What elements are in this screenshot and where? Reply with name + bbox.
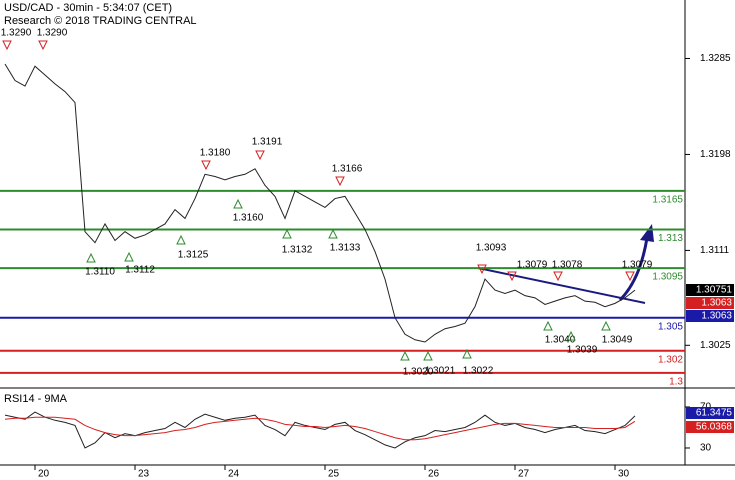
- pivot-low-marker: [601, 320, 611, 331]
- y-tick-label: 30: [700, 443, 712, 454]
- pivot-label: 1.3078: [552, 260, 583, 271]
- level-label: 1.313: [658, 233, 683, 244]
- pivot-low-marker: [176, 234, 186, 245]
- pivot-low-marker: [282, 228, 292, 239]
- pivot-label: 1.3049: [602, 335, 633, 346]
- series-line: [4, 416, 636, 441]
- pivot-high-marker: [2, 40, 12, 51]
- pivot-label: 1.3290: [37, 28, 68, 39]
- pivot-low-marker: [462, 348, 472, 359]
- pivot-label: 1.3191: [252, 137, 283, 148]
- pivot-high-marker: [335, 176, 345, 187]
- y-tick-label: 1.3198: [700, 149, 731, 160]
- pivot-label: 1.3112: [125, 265, 155, 276]
- value-tag-label: 1.3063: [701, 298, 732, 309]
- indicator-title: RSI14 - 9MA: [4, 393, 68, 405]
- pivot-high-marker: [201, 160, 211, 171]
- pivot-low-marker: [328, 228, 338, 239]
- value-tag: [686, 407, 734, 419]
- trend-line: [477, 267, 646, 304]
- level-label: 1.305: [658, 321, 683, 332]
- y-tick-label: 1.3025: [700, 340, 731, 351]
- pivot-low-marker: [423, 350, 433, 361]
- value-tag-label: 61.3475: [696, 408, 733, 419]
- chart-title: USD/CAD - 30min - 5:34:07 (CET): [4, 2, 172, 14]
- pivot-high-marker: [625, 271, 635, 282]
- pivot-label: 1.3290: [1, 28, 32, 39]
- x-tick-label: 24: [228, 469, 240, 480]
- pivot-high-marker: [553, 271, 563, 282]
- value-tag: [686, 284, 734, 296]
- pivot-label: 1.3180: [200, 148, 231, 159]
- pivot-label: 1.3110: [85, 267, 115, 278]
- pivot-high-marker: [255, 150, 265, 161]
- x-tick-label: 25: [328, 469, 340, 480]
- pivot-high-marker: [507, 271, 517, 282]
- pivot-label: 1.3079: [517, 260, 548, 271]
- pivot-low-marker: [124, 251, 134, 262]
- pivot-label: 1.3040: [545, 335, 576, 346]
- pivot-low-marker: [400, 350, 410, 361]
- value-tag: [686, 297, 734, 309]
- pivot-low-marker: [86, 252, 96, 263]
- pivot-label: 1.3133: [330, 243, 361, 254]
- pivot-label: 1.3022: [463, 366, 494, 377]
- pivot-high-marker: [38, 40, 48, 51]
- pivot-label: 1.3021: [425, 366, 456, 377]
- pivot-label: 1.3125: [178, 250, 209, 261]
- pivot-label: 1.3079: [622, 260, 653, 271]
- chart-subtitle: Research © 2018 TRADING CENTRAL: [4, 15, 197, 27]
- level-label: 1.302: [658, 354, 683, 365]
- pivot-label: 1.3093: [476, 243, 507, 254]
- series-line: [4, 411, 636, 449]
- value-tag-label: 56.0368: [696, 422, 733, 433]
- level-label: 1.3095: [652, 272, 683, 283]
- y-tick-label: 1.3285: [700, 53, 731, 64]
- pivot-label: 1.3166: [332, 164, 363, 175]
- pivot-label: 1.3039: [567, 345, 598, 356]
- value-tag: [686, 421, 734, 433]
- level-label: 1.3: [669, 377, 683, 388]
- pivot-low-marker: [233, 198, 243, 209]
- pivot-label: 1.3132: [282, 245, 313, 256]
- x-tick-label: 30: [618, 469, 630, 480]
- x-tick-label: 27: [518, 469, 530, 480]
- x-tick-label: 23: [138, 469, 150, 480]
- x-tick-label: 20: [38, 469, 50, 480]
- value-tag-label: 1.30751: [696, 285, 733, 296]
- pivot-label: 1.3160: [233, 213, 264, 224]
- value-tag: [686, 310, 734, 322]
- pivot-low-marker: [566, 330, 576, 341]
- value-tag-label: 1.3063: [701, 311, 732, 322]
- pivot-low-marker: [543, 320, 553, 331]
- level-label: 1.3165: [652, 194, 683, 205]
- y-tick-label: 1.3111: [700, 245, 730, 256]
- pivot-high-marker: [477, 264, 487, 275]
- x-tick-label: 26: [428, 469, 440, 480]
- series-line: [4, 63, 636, 343]
- pivot-label: 1.3020: [403, 367, 434, 378]
- forecast-arrow: [618, 237, 649, 302]
